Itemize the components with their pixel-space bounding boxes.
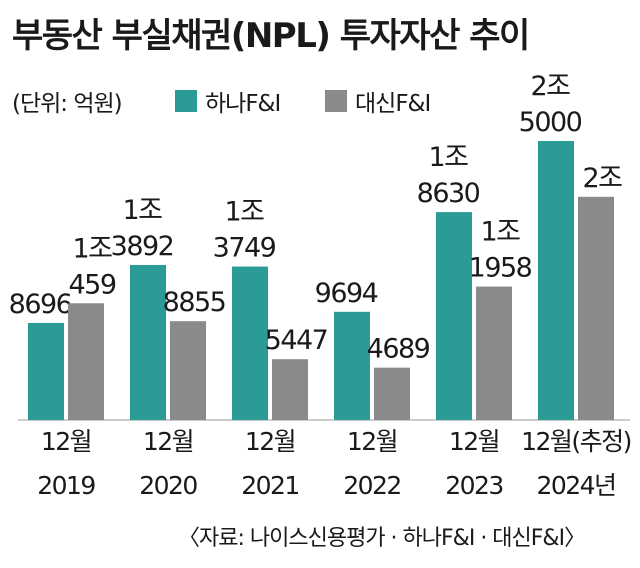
chart-title: 부동산 부실채권(NPL) 투자자산 추이: [12, 16, 530, 56]
bar-daishin-1: [170, 321, 206, 420]
category-label: 2019: [37, 471, 95, 500]
category-label: 12월: [449, 427, 499, 456]
bar-hana-0: [28, 322, 64, 420]
data-label: 8855: [163, 287, 226, 318]
data-label: 2조: [530, 71, 570, 102]
category-label: 2020: [139, 471, 197, 500]
bar-hana-5: [538, 141, 574, 420]
data-label: 459: [68, 269, 115, 300]
data-label: 1958: [469, 253, 532, 284]
category-label: 12월: [143, 427, 193, 456]
data-label: 1조: [72, 233, 112, 264]
bar-hana-1: [130, 264, 166, 420]
data-label: 8696: [9, 289, 72, 320]
source-note: 〈자료: 나이스신용평가 · 하나F&I · 대신F&I〉: [178, 526, 586, 551]
unit-label: (단위: 억원): [12, 91, 123, 117]
legend-swatch-daishin: [325, 90, 347, 112]
legend-item-daishin: 대신F&I: [325, 84, 431, 118]
data-label: 3749: [213, 233, 276, 264]
bar-daishin-0: [68, 303, 104, 420]
category-label: 12월: [245, 427, 295, 456]
bar-daishin-4: [476, 286, 512, 420]
data-label: 1조: [480, 217, 520, 248]
bar-daishin-2: [272, 359, 308, 420]
bar-hana-4: [436, 212, 472, 420]
legend-label-hana: 하나F&I: [205, 91, 281, 117]
category-label: 12월: [41, 427, 91, 456]
data-label: 9694: [315, 278, 378, 309]
data-label: 5447: [265, 325, 328, 356]
category-label: 12월(추정): [521, 427, 631, 456]
category-label: 2022: [343, 471, 401, 500]
bar-daishin-5: [578, 196, 614, 420]
bar-hana-3: [334, 311, 370, 420]
data-label: 3892: [111, 231, 174, 262]
data-label: 2조: [582, 163, 622, 194]
bar-daishin-3: [374, 367, 410, 420]
legend-item-hana: 하나F&I: [175, 84, 281, 118]
data-label: 5000: [519, 107, 582, 138]
category-label: 2024년: [536, 471, 615, 500]
legend-label-daishin: 대신F&I: [355, 91, 431, 117]
data-label: 8630: [417, 178, 480, 209]
category-label: 2023: [445, 471, 503, 500]
data-label: 4689: [367, 334, 430, 365]
data-label: 1조: [428, 142, 468, 173]
data-label: 1조: [224, 197, 264, 228]
category-label: 2021: [241, 471, 299, 500]
legend-swatch-hana: [175, 90, 197, 112]
bar-hana-2: [232, 266, 268, 420]
data-label: 1조: [122, 195, 162, 226]
category-label: 12월: [347, 427, 397, 456]
